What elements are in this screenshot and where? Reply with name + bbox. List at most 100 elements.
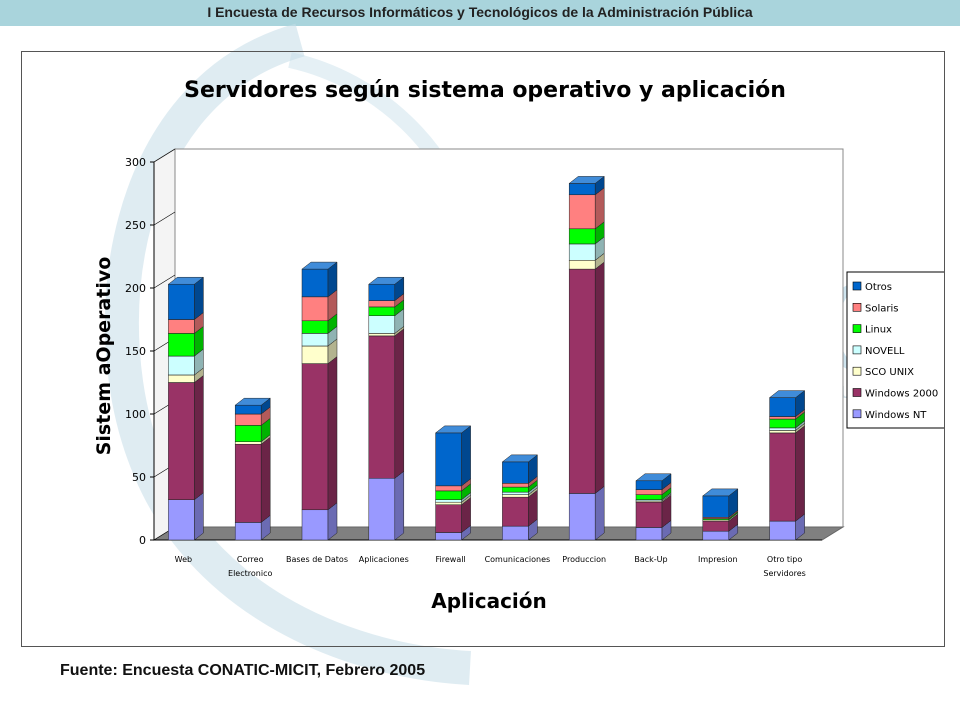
bar-front	[301, 345, 329, 364]
bar-side	[461, 425, 471, 487]
bar-stack	[768, 390, 806, 541]
bar-front	[769, 418, 796, 429]
bar-front	[568, 243, 596, 261]
bar-front	[435, 532, 462, 541]
bar-top	[167, 276, 205, 285]
bar-front	[502, 525, 529, 541]
bar-front	[769, 432, 796, 522]
bar-side	[394, 328, 405, 479]
bar-side	[260, 436, 271, 523]
bar-front	[769, 427, 796, 431]
bar-segment	[368, 328, 405, 479]
bar-front	[234, 441, 262, 445]
bar-side	[194, 276, 204, 321]
bar-stack	[234, 397, 271, 541]
legend-item: Otros	[852, 281, 892, 293]
legend-item: SCO UNIX	[852, 366, 914, 378]
bar-front	[568, 268, 596, 494]
x-tick-label: Firewall	[436, 555, 466, 564]
x-tick-label: Otro tipo	[767, 555, 802, 564]
y-tick-label: 0	[139, 534, 146, 547]
bar-top	[702, 488, 739, 497]
legend-swatch	[852, 345, 862, 355]
legend-label: Otros	[865, 282, 892, 293]
bar-side	[795, 425, 805, 522]
bar-segment	[368, 276, 405, 302]
x-tick-label: Comunicaciones	[485, 555, 551, 564]
bar-segment	[501, 454, 539, 484]
bar-front	[568, 183, 596, 196]
bar-front	[769, 416, 796, 420]
bar-front	[502, 486, 529, 493]
bar-front	[502, 494, 529, 498]
x-tick-label: Electronico	[228, 569, 272, 578]
x-tick-label: Back-Up	[634, 555, 667, 564]
x-tick-label: Web	[175, 555, 192, 564]
bar-front	[168, 319, 195, 334]
stacked-bar-chart: Servidores según sistema operativo y apl…	[93, 78, 944, 613]
bar-front	[435, 499, 462, 503]
y-tick-label: 300	[125, 156, 146, 169]
legend-swatch	[852, 303, 862, 312]
x-tick-label: Produccion	[562, 555, 606, 564]
bar-front	[168, 382, 195, 500]
y-depth-line	[153, 274, 176, 289]
bar-front	[168, 355, 195, 376]
bar-front	[234, 522, 262, 541]
bar-segment	[568, 261, 605, 494]
bar-front	[769, 430, 796, 434]
bar-stack	[368, 276, 405, 541]
bar-segment	[501, 489, 539, 527]
chart-legend	[846, 271, 944, 429]
bar-front	[301, 320, 329, 334]
bar-stack	[167, 276, 205, 541]
legend-swatch	[852, 388, 862, 397]
bar-front	[168, 374, 195, 383]
bar-front	[368, 478, 396, 541]
bar-front	[368, 283, 396, 301]
legend-item: Windows NT	[852, 409, 927, 421]
bar-front	[301, 333, 329, 347]
x-tick-label: Aplicaciones	[359, 555, 409, 564]
bar-segment	[301, 356, 338, 511]
x-tick-label: Servidores	[763, 569, 805, 578]
legend-label: Linux	[865, 325, 892, 336]
bar-front	[568, 260, 596, 270]
legend-label: NOVELL	[865, 346, 905, 357]
bar-front	[368, 333, 396, 337]
bar-front	[635, 480, 663, 490]
bar-top	[301, 261, 338, 270]
bar-front	[702, 530, 730, 541]
bar-front	[368, 300, 396, 308]
bar-front	[435, 501, 462, 505]
bar-front	[435, 490, 462, 500]
bar-top	[568, 176, 605, 184]
x-axis-title: Aplicación	[431, 589, 547, 613]
bar-front	[234, 404, 262, 415]
bar-front	[635, 494, 663, 500]
bar-front	[301, 509, 329, 541]
legend-swatch	[852, 366, 862, 376]
bar-top	[635, 473, 672, 482]
bar-segment	[368, 470, 405, 541]
bar-front	[568, 493, 596, 541]
bar-segment	[167, 492, 205, 541]
bar-side	[194, 374, 204, 501]
bar-segment	[167, 374, 205, 501]
header-bar: I Encuesta de Recursos Informáticos y Te…	[0, 0, 960, 26]
bar-front	[368, 306, 396, 316]
chart-frame: Servidores según sistema operativo y apl…	[21, 51, 945, 647]
bar-side	[594, 261, 605, 494]
y-tick-label: 200	[125, 282, 146, 295]
x-tick-label: Bases de Datos	[286, 555, 348, 564]
y-tick-label: 250	[125, 219, 146, 232]
legend-label: Solaris	[865, 303, 898, 314]
bar-top	[434, 425, 472, 434]
bar-front	[435, 504, 462, 533]
bar-front	[502, 483, 529, 488]
bar-side	[194, 492, 204, 541]
bar-top	[368, 276, 405, 285]
bar-segment	[635, 473, 672, 491]
bar-stack	[635, 473, 672, 541]
bar-front	[168, 499, 195, 541]
